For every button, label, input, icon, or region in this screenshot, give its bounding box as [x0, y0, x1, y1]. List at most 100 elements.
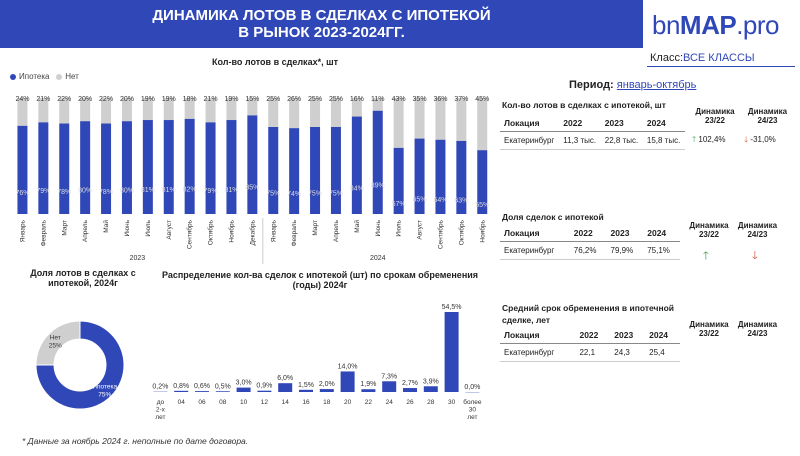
data-label-no: 18% [183, 96, 197, 103]
x-tick-label: 24 [386, 399, 394, 406]
table3-header-cell: 2023 [610, 327, 646, 344]
bar-segment-no [310, 98, 321, 127]
data-label-mortgage: 81% [141, 187, 155, 194]
table1-header-row: Локация 2022 2023 2024 [500, 115, 685, 132]
x-group-label: 2023 [130, 255, 146, 262]
bar-segment-no [205, 98, 216, 123]
x-tick-label: Июль [396, 219, 403, 236]
x-tick-label: 16 [302, 399, 310, 406]
bar-segment-mortgage [101, 123, 112, 214]
x-tick-label: 14 [282, 399, 290, 406]
x-tick-label: Август [417, 220, 424, 240]
data-label: 6,0% [277, 375, 293, 382]
bar-segment-no [414, 98, 425, 139]
data-label-mortgage: 64% [433, 197, 447, 204]
x-tick-label: Июнь [375, 219, 382, 236]
header: ДИНАМИКА ЛОТОВ В СДЕЛКАХ С ИПОТЕКОЙ В РЫ… [0, 0, 800, 48]
x-tick-label: Июль [145, 219, 152, 236]
data-label-no: 11% [371, 96, 385, 103]
bar-segment-no [330, 98, 341, 127]
bar-segment-no [351, 98, 362, 117]
data-label-mortgage: 65% [413, 196, 427, 203]
data-label: 3,0% [236, 380, 252, 387]
table1-header-cell: Локация [500, 115, 560, 132]
table3: Локация 2022 2023 2024 Екатеринбург 22,1… [500, 327, 680, 362]
legend-label-mortgage: Ипотека [19, 72, 50, 81]
bar-segment-mortgage [289, 128, 300, 214]
x-tick-label: 20 [344, 399, 352, 406]
data-label-no: 25% [266, 96, 280, 103]
data-label-no: 20% [120, 96, 134, 103]
bar-segment-mortgage [351, 116, 362, 214]
bar-segment-no [38, 98, 49, 123]
x-tick-label: Август [166, 220, 173, 240]
table3-cell: Екатеринбург [500, 343, 576, 362]
bar [319, 389, 334, 392]
table2-header-cell: 2022 [569, 225, 607, 242]
bar [215, 391, 230, 392]
table1-header-cell: 2023 [600, 115, 643, 132]
bar-segment-mortgage [435, 139, 446, 214]
data-label-mortgage: 55% [475, 202, 489, 209]
bar-segment-mortgage [142, 120, 153, 214]
data-label: 14,0% [338, 363, 358, 370]
footnote: * Данные за ноябрь 2024 г. неполные по д… [22, 436, 249, 446]
bar-segment-mortgage [38, 122, 49, 214]
x-tick-label: 2-х [156, 407, 166, 414]
bar-segment-no [247, 98, 258, 116]
x-tick-label: Ноябрь [478, 219, 486, 242]
x-tick-label: 08 [219, 399, 227, 406]
x-group-label: 2024 [370, 255, 386, 262]
data-label-no: 21% [204, 96, 218, 103]
data-label: 0,8% [173, 383, 189, 390]
bar [174, 390, 189, 392]
data-label-mortgage: 79% [204, 188, 218, 195]
data-label-mortgage: 80% [120, 188, 134, 195]
logo-part1: bn [652, 10, 680, 40]
bar [340, 371, 355, 392]
x-tick-label: Октябрь [457, 219, 465, 245]
x-tick-label: 10 [240, 399, 248, 406]
arrow-down-icon: 🡓 [752, 250, 758, 262]
table3-dyn2-label: Динамика 24/23 [737, 320, 778, 338]
data-label-no: 22% [57, 96, 71, 103]
bar-segment-no [393, 98, 404, 148]
bar-segment-no [17, 98, 28, 126]
period-filter[interactable]: Период: январь-октябрь [569, 79, 696, 91]
x-tick-label: Апрель [333, 219, 340, 242]
data-label-no: 20% [78, 96, 92, 103]
bar-segment-mortgage [247, 115, 258, 214]
data-label-mortgage: 75% [308, 191, 322, 198]
bar-segment-no [435, 98, 446, 140]
bar [382, 381, 397, 392]
data-label-no: 21% [36, 96, 50, 103]
data-label: 0,0% [464, 384, 480, 391]
mortgage-term-bar-chart: 0,2%до2-хлет0,8%040,6%060,5%083,0%100,9%… [152, 304, 482, 421]
x-tick-label: Декабрь [248, 219, 256, 245]
data-label-mortgage: 89% [371, 182, 385, 189]
table1-dyn1-label: Динамика 23/22 [695, 107, 735, 125]
bar-segment-no [456, 98, 467, 141]
x-tick-label: 28 [427, 399, 435, 406]
x-tick-label: 22 [365, 399, 373, 406]
x-tick-label: Март [61, 220, 68, 236]
bar-segment-mortgage [330, 127, 341, 214]
data-label-no: 25% [308, 96, 322, 103]
pie-slice [35, 320, 81, 366]
data-label: 54,5% [442, 304, 462, 311]
data-label: 0,5% [215, 383, 231, 390]
period-label: Период: [569, 79, 614, 91]
data-label-mortgage: 79% [36, 188, 50, 195]
x-tick-label: более [463, 398, 482, 406]
data-label-no: 37% [454, 96, 468, 103]
bar-segment-no [142, 98, 153, 121]
class-filter[interactable]: Класс:ВСЕ КЛАССЫ [650, 52, 755, 64]
bar-segment-no [184, 98, 195, 119]
x-tick-label: лет [155, 414, 165, 421]
table2-header-cell: 2023 [606, 225, 644, 242]
data-label-mortgage: 85% [245, 185, 259, 192]
data-label-no: 24% [15, 96, 29, 103]
table1-cell: 11,3 тыс. [559, 131, 601, 150]
x-tick-label: Ноябрь [227, 219, 235, 242]
